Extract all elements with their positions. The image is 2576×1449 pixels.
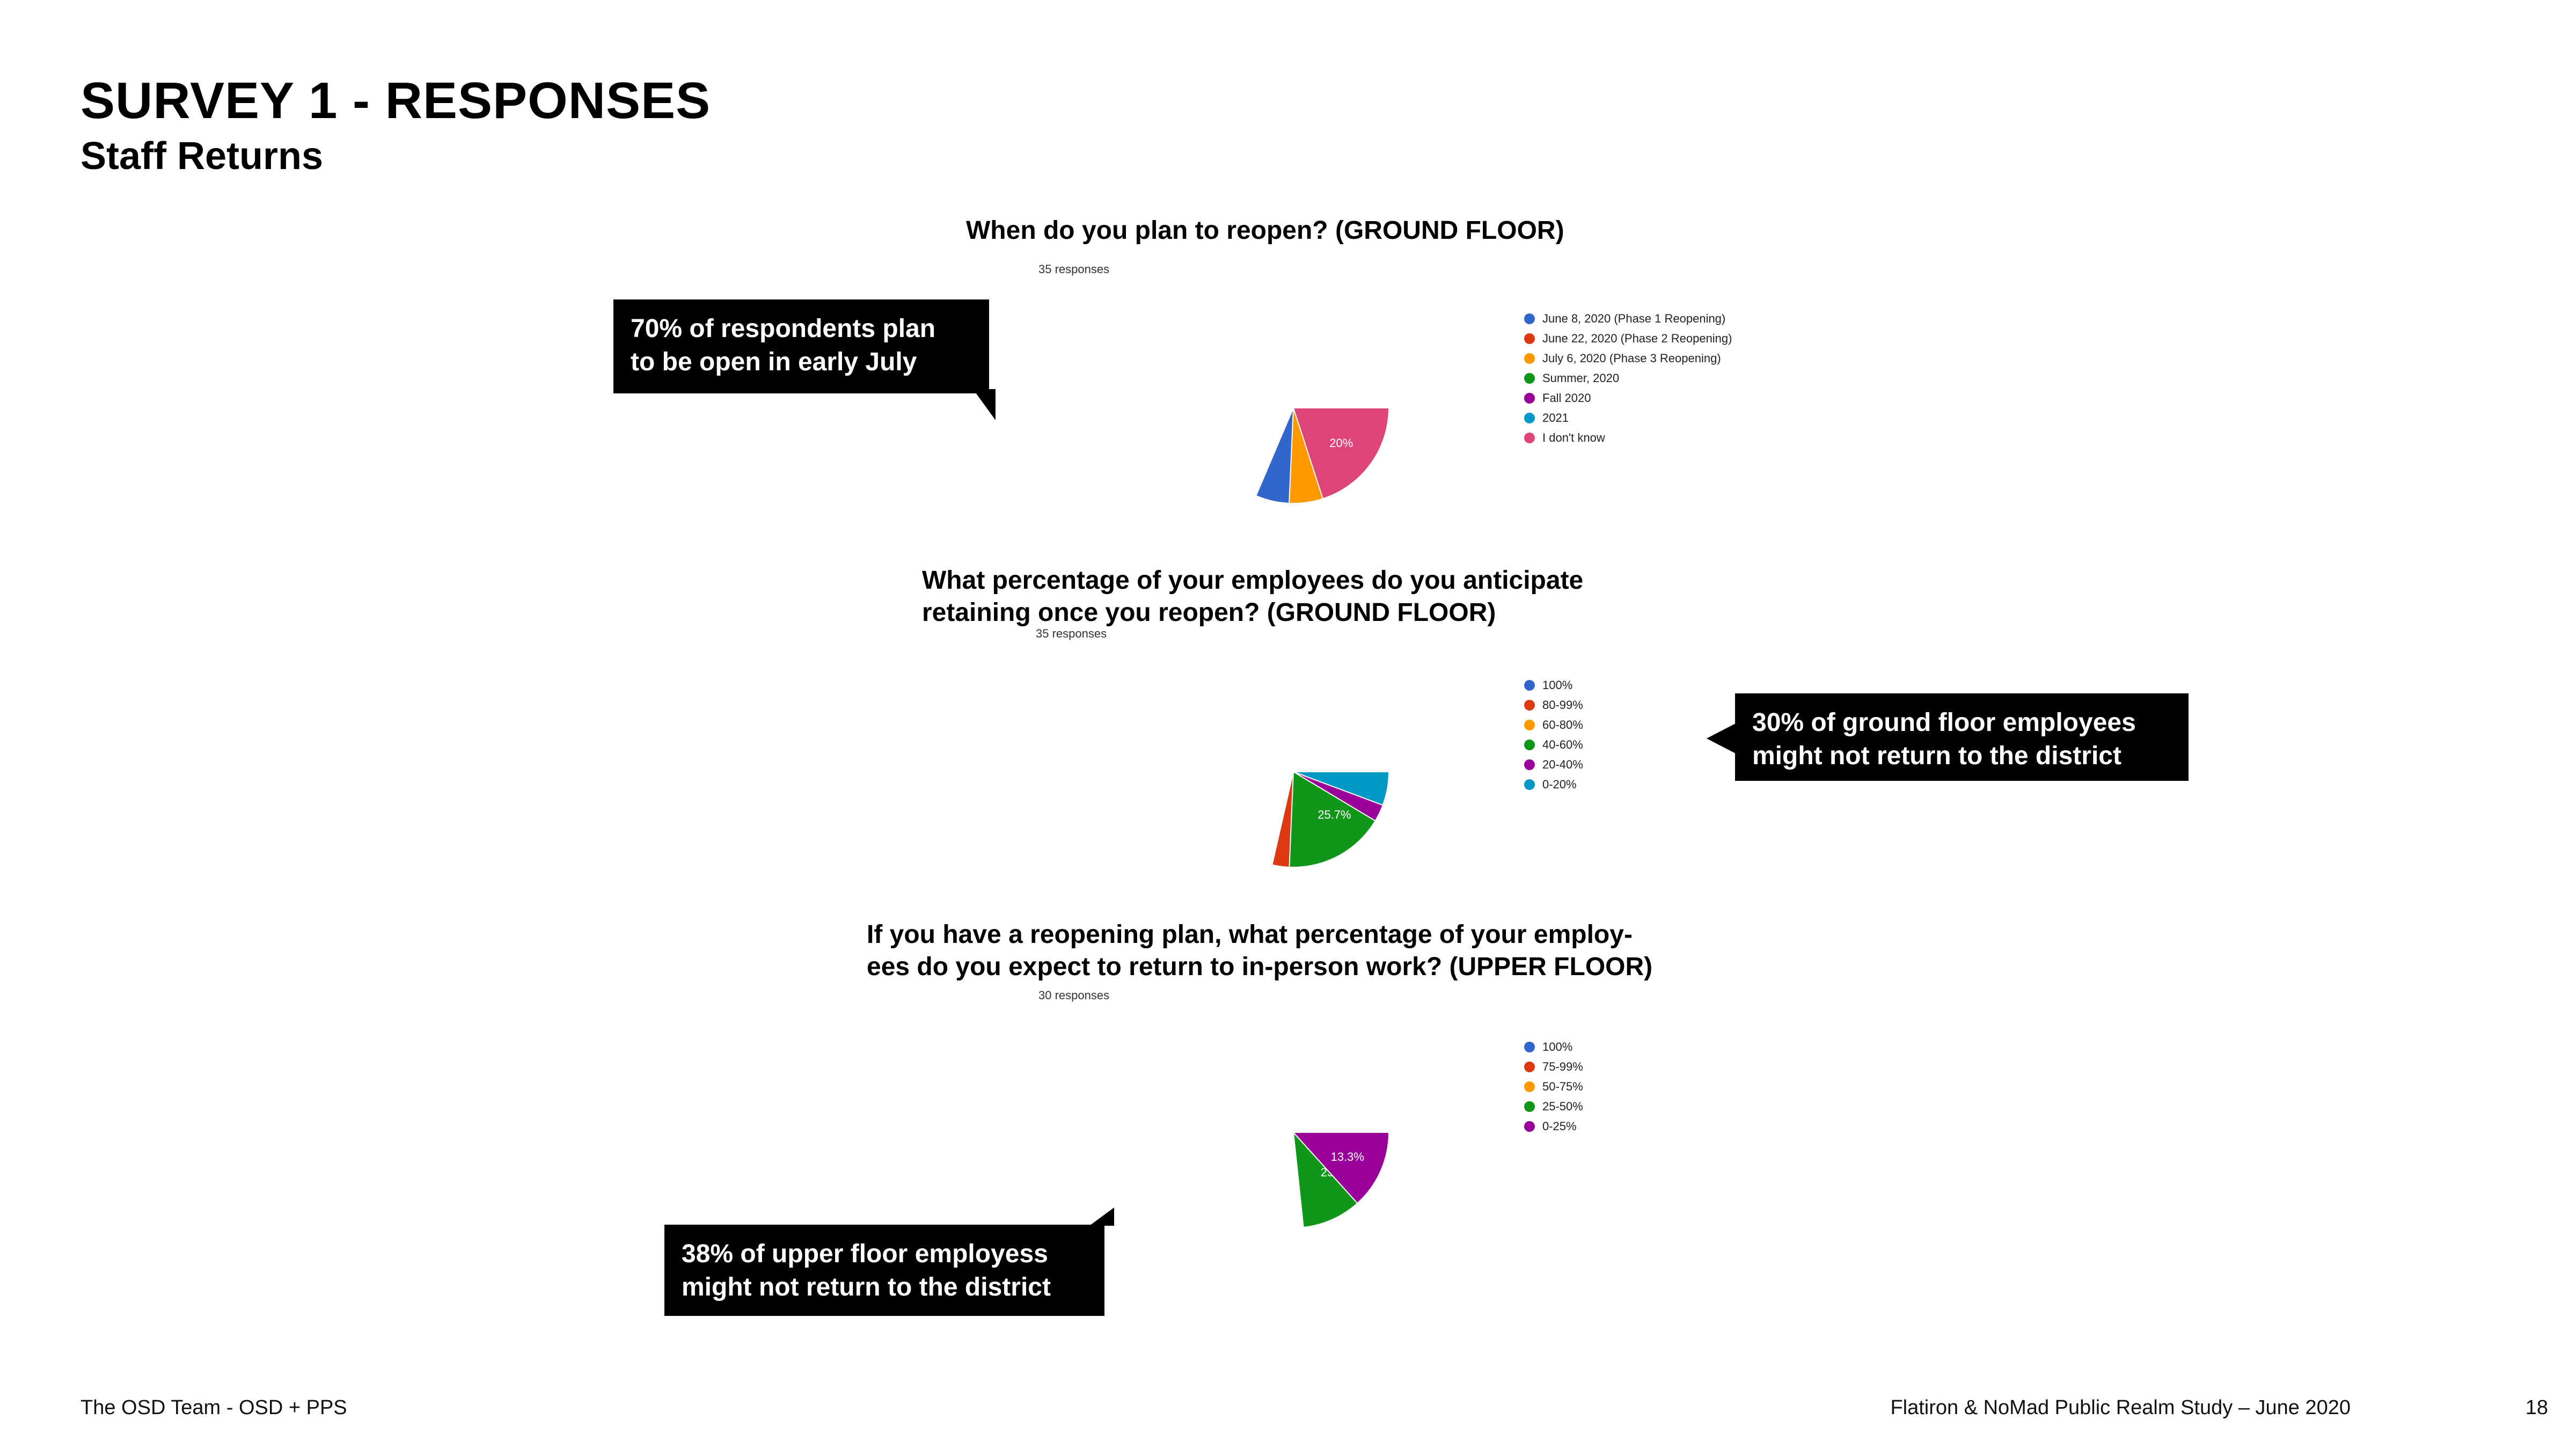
legend-swatch <box>1524 353 1535 364</box>
chart-2-response-count: 35 responses <box>1036 627 1107 640</box>
legend-item: I don't know <box>1524 428 1732 448</box>
legend-label: July 6, 2020 (Phase 3 Reopening) <box>1542 351 1721 365</box>
legend-label: 2021 <box>1542 411 1569 425</box>
pie-slice <box>1292 1132 1390 1204</box>
legend-item: July 6, 2020 (Phase 3 Reopening) <box>1524 348 1732 368</box>
legend-item: Summer, 2020 <box>1524 368 1732 388</box>
legend-swatch <box>1524 759 1535 770</box>
legend-swatch <box>1524 699 1535 711</box>
chart-3-pie: 20%20%23.3%23.3%13.3% <box>1292 1132 1390 1228</box>
legend-swatch <box>1524 333 1535 344</box>
legend-swatch <box>1524 719 1535 730</box>
legend-item: 20-40% <box>1524 755 1583 774</box>
legend-swatch <box>1524 679 1535 691</box>
legend-label: 80-99% <box>1542 698 1583 712</box>
legend-item: 0-20% <box>1524 774 1583 794</box>
legend-item: 0-25% <box>1524 1116 1583 1136</box>
pie-slice <box>1293 771 1390 806</box>
legend-label: 60-80% <box>1542 718 1583 731</box>
chart-1-question-line: When do you plan to reopen? (GROUND FLOO… <box>966 216 1564 245</box>
legend-item: 50-75% <box>1524 1077 1583 1096</box>
legend-label: 0-25% <box>1542 1119 1577 1133</box>
legend-label: I don't know <box>1542 430 1605 444</box>
legend-item: 60-80% <box>1524 715 1583 735</box>
chart-3-question: If you have a reopening plan, what perce… <box>867 919 1652 983</box>
pie-data-label: 25.7% <box>1318 808 1351 822</box>
pie-data-label: 20% <box>1329 436 1353 450</box>
legend-swatch <box>1524 412 1535 423</box>
legend-swatch <box>1524 779 1535 790</box>
legend-swatch <box>1524 372 1535 384</box>
legend-swatch <box>1524 739 1535 750</box>
chart-3-question-line: ees do you expect to return to in-person… <box>867 953 1653 981</box>
chart-3-response-count: 30 responses <box>1038 989 1110 1002</box>
chart-2-pie: 22.9%28.6%8.6%25.7% <box>1271 771 1390 868</box>
legend-item: 80-99% <box>1524 695 1583 715</box>
legend-item: 40-60% <box>1524 735 1583 755</box>
legend-label: 100% <box>1542 1040 1573 1053</box>
legend-label: Fall 2020 <box>1542 391 1591 405</box>
legend-label: 0-20% <box>1542 777 1577 791</box>
callout-line: 70% of respondents plan <box>631 314 936 343</box>
legend-label: 25-50% <box>1542 1099 1583 1113</box>
legend-label: 100% <box>1542 678 1573 692</box>
legend-label: 50-75% <box>1542 1079 1583 1093</box>
legend-swatch <box>1524 432 1535 443</box>
legend-swatch <box>1524 392 1535 404</box>
pie-data-label: 13.3% <box>1331 1150 1364 1163</box>
footer-right: Flatiron & NoMad Public Realm Study – Ju… <box>1890 1396 2351 1419</box>
callout-line: 30% of ground floor employees <box>1752 708 2136 737</box>
legend-item: 25-50% <box>1524 1096 1583 1116</box>
legend-label: 75-99% <box>1542 1059 1583 1073</box>
chart-1-legend: June 8, 2020 (Phase 1 Reopening) June 22,… <box>1524 309 1732 448</box>
chart-3-callout-tail <box>1089 1208 1114 1226</box>
legend-item: Fall 2020 <box>1524 388 1732 408</box>
legend-item: June 8, 2020 (Phase 1 Reopening) <box>1524 309 1732 328</box>
chart-1-callout: 70% of respondents plan to be open in ea… <box>613 299 989 393</box>
chart-1-callout-tail <box>973 389 996 420</box>
chart-3-legend: 100% 75-99% 50-75% 25-50% 0-25% <box>1524 1037 1583 1136</box>
legend-label: June 22, 2020 (Phase 2 Reopening) <box>1542 331 1732 345</box>
legend-label: June 8, 2020 (Phase 1 Reopening) <box>1542 311 1726 325</box>
chart-3-question-line: If you have a reopening plan, what perce… <box>867 920 1633 949</box>
chart-3-callout: 38% of upper floor employess might not r… <box>664 1225 1104 1316</box>
legend-item: 100% <box>1524 675 1583 695</box>
legend-label: 20-40% <box>1542 757 1583 771</box>
pie-slice <box>1292 407 1390 500</box>
legend-item: 2021 <box>1524 408 1732 428</box>
callout-line: might not return to the district <box>682 1273 1051 1301</box>
chart-1-response-count: 35 responses <box>1038 262 1110 276</box>
legend-item: 75-99% <box>1524 1057 1583 1077</box>
chart-2-question: What percentage of your employees do you… <box>922 565 1583 629</box>
footer-left: The OSD Team - OSD + PPS <box>80 1396 347 1419</box>
chart-2-legend: 100% 80-99% 60-80% 40-60% 20-40% 0-20% <box>1524 675 1583 794</box>
legend-swatch <box>1524 1121 1535 1132</box>
callout-line: to be open in early July <box>631 348 917 376</box>
legend-swatch <box>1524 1101 1535 1112</box>
legend-label: 40-60% <box>1542 737 1583 751</box>
chart-2-callout-tail <box>1707 723 1736 753</box>
chart-1-question: When do you plan to reopen? (GROUND FLOO… <box>966 215 1564 247</box>
page-number: 18 <box>2525 1396 2548 1419</box>
page-title: SURVEY 1 - RESPONSES <box>80 72 711 129</box>
page-subtitle: Staff Returns <box>80 135 324 178</box>
callout-line: 38% of upper floor employess <box>682 1240 1048 1268</box>
legend-item: June 22, 2020 (Phase 2 Reopening) <box>1524 328 1732 348</box>
callout-line: might not return to the district <box>1752 742 2121 770</box>
legend-swatch <box>1524 1041 1535 1052</box>
legend-swatch <box>1524 1061 1535 1072</box>
chart-2-question-line: What percentage of your employees do you… <box>922 566 1584 595</box>
chart-2-question-line: retaining once you reopen? (GROUND FLOOR… <box>922 598 1496 627</box>
chart-2-callout: 30% of ground floor employees might not … <box>1735 693 2189 781</box>
legend-swatch <box>1524 1081 1535 1092</box>
legend-swatch <box>1524 313 1535 324</box>
chart-1-pie: 31.4%20%25.7%20% <box>1255 407 1390 504</box>
legend-label: Summer, 2020 <box>1542 371 1620 385</box>
legend-item: 100% <box>1524 1037 1583 1057</box>
